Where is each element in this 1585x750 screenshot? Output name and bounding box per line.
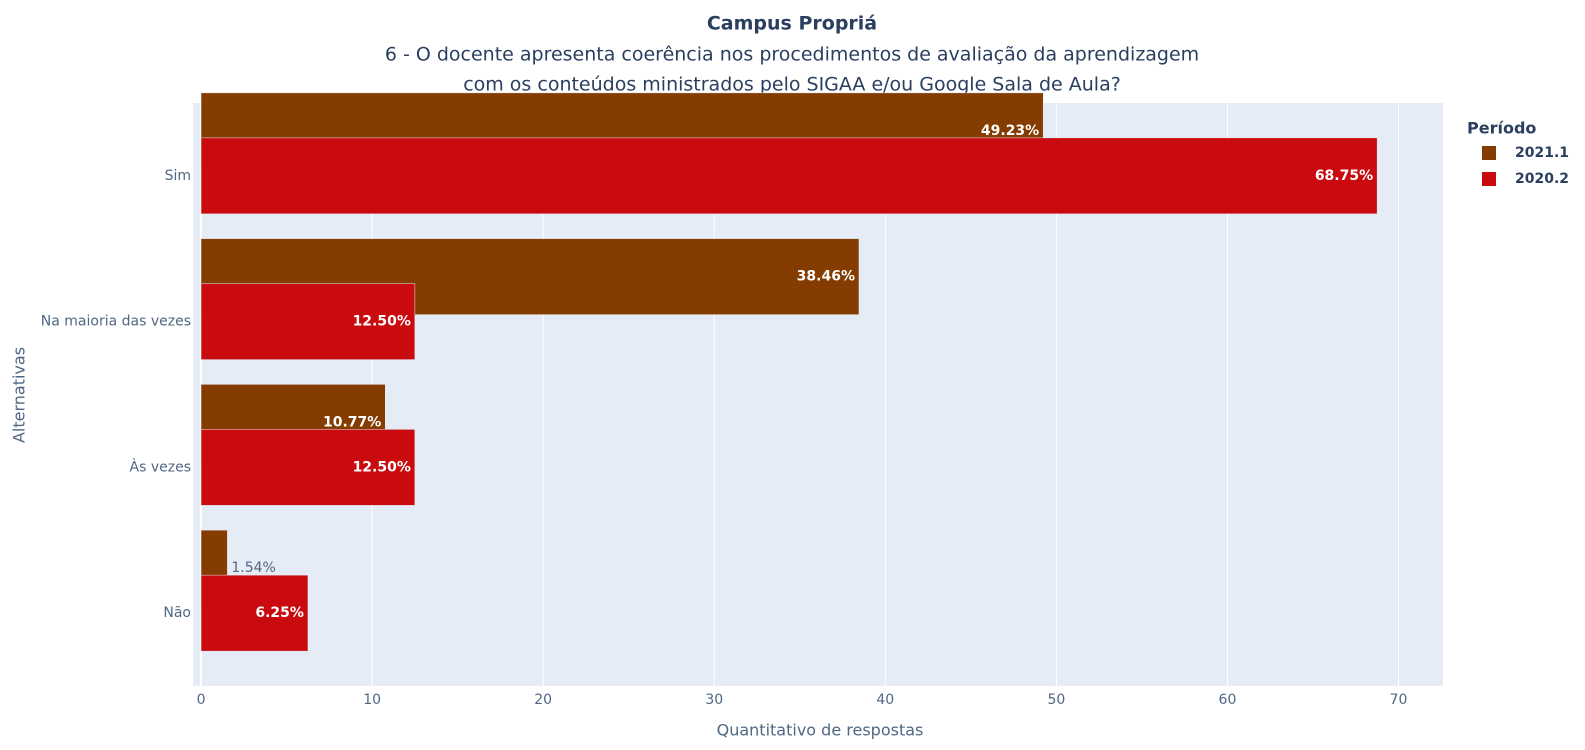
- data-label: 6.25%: [255, 605, 304, 621]
- data-label: 1.54%: [231, 560, 275, 576]
- data-label: 10.77%: [323, 414, 381, 430]
- legend-swatch: [1482, 172, 1496, 186]
- y-axis-title: Alternativas: [10, 347, 29, 443]
- y-tick-label: Às vezes: [130, 458, 191, 475]
- data-label: 12.50%: [353, 459, 411, 475]
- x-tick-label: 20: [534, 692, 552, 708]
- x-tick-label: 60: [1219, 692, 1237, 708]
- data-label: 49.23%: [981, 123, 1039, 139]
- y-tick-label: Não: [163, 605, 191, 621]
- data-label: 68.75%: [1315, 168, 1373, 184]
- data-label: 38.46%: [797, 269, 855, 285]
- x-tick-label: 30: [705, 692, 723, 708]
- x-tick-label: 70: [1390, 692, 1408, 708]
- x-axis-title: Quantitativo de respostas: [717, 721, 924, 740]
- chart-subtitle: 6 - O docente apresenta coerência nos pr…: [385, 44, 1199, 66]
- data-label: 12.50%: [353, 314, 411, 330]
- chart-title: Campus Propriá: [707, 13, 877, 35]
- x-tick-label: 40: [876, 692, 894, 708]
- y-tick-label: Sim: [165, 168, 191, 184]
- bar: [200, 429, 416, 506]
- x-tick-label: 10: [363, 692, 381, 708]
- legend-label: 2021.1: [1515, 145, 1569, 161]
- legend-title: Período: [1467, 119, 1536, 138]
- chart-subtitle: com os conteúdos ministrados pelo SIGAA …: [463, 74, 1121, 96]
- legend-label: 2020.2: [1515, 171, 1569, 187]
- bar: [200, 137, 1378, 215]
- bar: [200, 283, 416, 360]
- y-tick-label: Na maioria das vezes: [41, 314, 191, 330]
- x-tick-label: 50: [1047, 692, 1065, 708]
- legend-swatch: [1482, 146, 1496, 160]
- bar: [200, 574, 309, 652]
- x-tick-label: 0: [197, 692, 206, 708]
